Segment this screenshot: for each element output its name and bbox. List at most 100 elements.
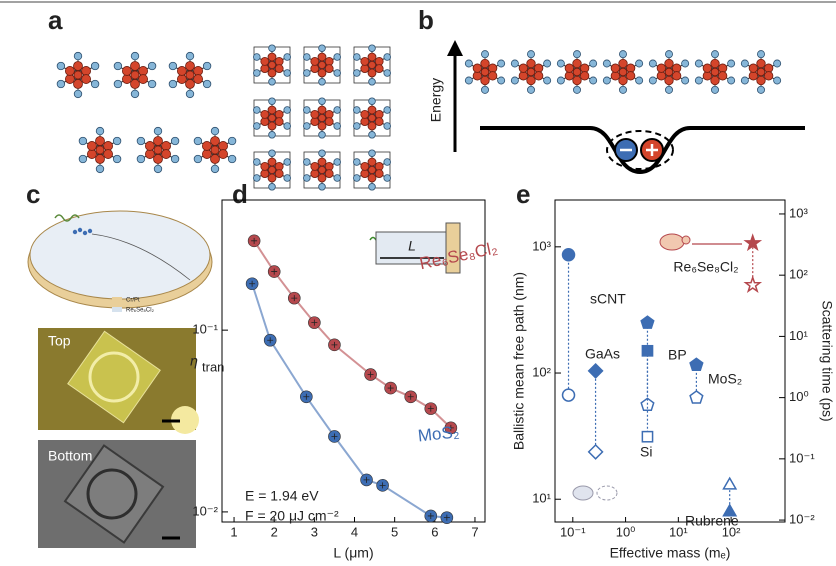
point-label: Re₆Se₈Cl₂ [673,259,738,275]
atom [317,68,327,78]
y-tick-label: 10¹ [532,491,551,506]
atom [210,126,220,136]
atom [681,76,690,85]
atom [333,69,341,77]
atom [267,173,277,183]
atom [218,149,229,159]
atom [324,117,334,126]
atom [176,66,187,76]
atom [95,126,105,136]
panel-label: a [48,5,63,35]
turtle [659,233,685,251]
point [641,430,654,443]
atom [694,76,703,85]
atom [318,131,326,139]
atom [718,71,728,81]
error-cross [367,371,374,378]
atom [665,85,673,94]
atom [95,154,105,164]
atom [122,74,132,84]
y2-tick-label: 10¹ [789,328,808,343]
ring [29,210,211,300]
atom [602,76,611,85]
atom [253,69,261,77]
inset-label: L [408,238,416,254]
atom [267,105,277,115]
atom [170,136,180,146]
atom [153,154,163,164]
atom [556,59,565,68]
atom [367,157,377,167]
atom [253,158,261,166]
atom [497,59,506,68]
ring-image [88,351,140,403]
atom [497,76,506,85]
atom [610,71,620,81]
image-label: Bottom [48,448,92,464]
point [722,503,738,517]
error-cross [407,393,414,400]
error-cross [387,385,394,392]
atom [168,61,178,71]
atom [303,106,311,114]
atom [711,50,719,59]
atom [210,136,220,146]
atom [572,58,582,69]
point-label: Rubrene [685,513,739,529]
atom [317,173,327,183]
atom [253,53,261,61]
image-label: Top [48,333,71,349]
atom [487,63,498,73]
panel-label: e [516,179,530,209]
atom [81,66,91,76]
atom [526,75,536,86]
atom [572,75,582,86]
y-tick-label: 10³ [532,238,551,253]
error-cross [311,319,318,326]
atom [757,85,765,94]
atom [103,149,113,159]
atom [210,164,220,174]
atom [267,121,277,131]
atom [185,61,195,71]
atom [73,51,83,61]
legend-swatch [112,307,122,312]
atom [710,58,720,69]
y-axis-label: η [190,353,198,369]
atom [727,59,736,68]
atom [740,59,749,68]
atom [367,114,376,123]
rabbit [572,485,594,501]
error-cross [427,405,434,412]
atom [112,136,122,146]
atom [202,79,212,89]
atom [310,161,320,171]
atom [138,74,149,84]
atom [368,44,376,52]
atom [274,161,284,171]
atom [56,79,66,89]
atom [90,61,100,71]
x-tick-label: 10⁻¹ [560,524,586,539]
point-label: Si [640,444,652,460]
atom [464,76,473,85]
atom [564,71,574,81]
atom [310,57,320,66]
atom [260,110,270,119]
atom [472,63,483,73]
panel-label: d [232,179,248,209]
atom [136,154,146,164]
atom [283,174,291,182]
atom [268,78,276,86]
atom [543,76,552,85]
atom [672,71,682,81]
atom [144,149,155,159]
error-cross [331,433,338,440]
atom [526,67,536,77]
atom [122,66,132,76]
atom [573,85,581,94]
atom [383,106,391,114]
atom [773,76,782,85]
panel-label: b [418,5,434,35]
